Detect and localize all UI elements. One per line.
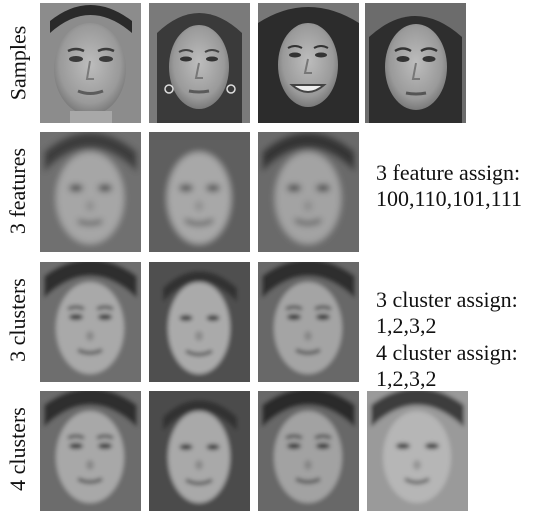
- features-assign-values: 100,110,101,111: [376, 186, 523, 212]
- cluster3-face-2: [149, 262, 250, 382]
- cluster4-face-2: [149, 391, 250, 511]
- row-label-3-features: 3 features: [5, 147, 30, 234]
- features-assign-note: 3 feature assign: 100,110,101,111: [376, 160, 522, 213]
- row-label-samples: Samples: [5, 25, 30, 100]
- cluster4-face-1: [40, 391, 141, 511]
- sample-face-2: [149, 3, 250, 123]
- sample-face-4: [365, 3, 466, 123]
- sample-face-1: [40, 3, 141, 123]
- feature-face-2: [149, 132, 250, 252]
- features-assign-title: 3 feature assign:: [376, 160, 521, 185]
- feature-face-1: [40, 132, 141, 252]
- sample-face-3: [258, 3, 359, 123]
- cluster4-face-4: [367, 391, 468, 511]
- row-label-4-clusters: 4 clusters: [5, 406, 31, 491]
- clusters3-assign-title: 3 cluster assign:: [376, 287, 518, 312]
- row-label-3-clusters: 3 clusters: [5, 277, 31, 362]
- clusters-assign-note: 3 cluster assign: 1,2,3,2 4 cluster assi…: [376, 287, 518, 393]
- cluster3-face-3: [258, 262, 359, 382]
- cluster3-face-1: [40, 262, 141, 382]
- clusters3-assign-values: 1,2,3,2: [376, 313, 437, 339]
- clusters4-assign-title: 4 cluster assign:: [376, 339, 518, 365]
- clusters4-assign-values: 1,2,3,2: [376, 366, 437, 392]
- cluster4-face-3: [258, 391, 359, 511]
- feature-face-3: [258, 132, 359, 252]
